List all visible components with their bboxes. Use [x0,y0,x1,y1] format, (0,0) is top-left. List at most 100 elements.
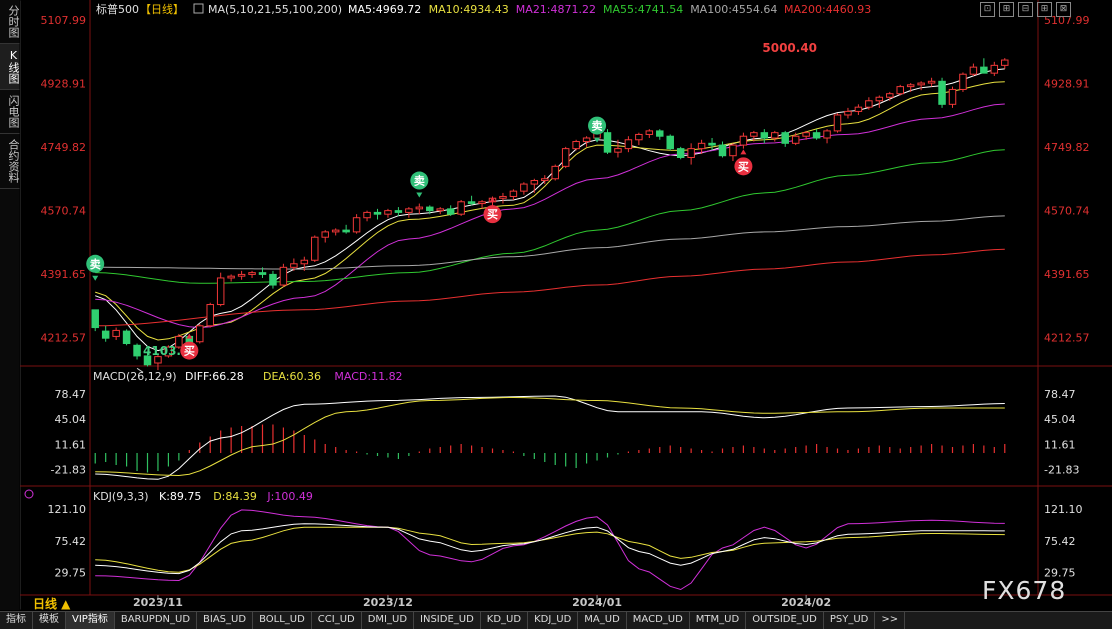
candle-body [196,325,204,343]
candle-body [520,183,528,192]
candle-body [791,135,800,144]
zoom-out-icon[interactable]: ⊟ [1018,2,1033,17]
kdj-title: KDJ(9,3,3) [93,490,149,503]
candle-body [959,73,967,90]
bottom-tab-9[interactable]: KD_UD [481,612,529,629]
candle-body [750,132,758,137]
candle-body [938,80,946,105]
bottom-tab-11[interactable]: MA_UD [578,612,627,629]
candle-body [980,66,988,74]
header-period: 【日线】 [140,2,184,16]
bottom-tab-2[interactable]: VIP指标 [66,612,115,629]
candle-body [363,211,371,219]
date-label-1: 2023/12 [363,596,413,609]
candle-body [572,141,580,150]
candle-body [624,139,633,150]
macd-title: MACD(26,12,9) [93,370,177,383]
header-ma-value-3: MA55:4741.54 [603,3,683,16]
close-icon[interactable]: ⊠ [1056,2,1071,17]
header-ma-label: MA(5,10,21,55,100,200) [208,3,342,16]
bottom-tab-0[interactable]: 指标 [0,612,33,629]
bottom-tab-6[interactable]: CCI_UD [312,612,362,629]
bottom-tab-13[interactable]: MTM_UD [690,612,747,629]
candle-body [405,208,413,213]
candle-body [865,100,873,108]
candle-body [823,130,831,139]
candle-body [154,356,162,364]
ma-line-ma55 [95,149,1005,284]
candle-body [269,273,277,286]
date-label-0: 2023/11 [133,596,183,609]
restore-icon[interactable]: ⊡ [980,2,995,17]
bottom-tab-7[interactable]: DMI_UD [362,612,415,629]
bottom-tab-3[interactable]: BARUPDN_UD [115,612,198,629]
kdj-tick-right-1: 75.42 [1044,535,1076,548]
signal-label-5: 买 [738,160,749,173]
candle-body [739,135,748,146]
bottom-tab-16[interactable]: >> [875,612,906,629]
candle-body [436,208,444,212]
indicator-tab-bar: 指标 模板 VIP指标 BARUPDN_UD BIAS_UD BOLL_UD CCI_UD D… [0,611,1112,629]
candle-body [342,229,350,233]
bottom-tab-1[interactable]: 模板 [33,612,66,629]
grid-icon[interactable]: ⊞ [999,2,1014,17]
price-tick-right-1: 4928.91 [1044,77,1090,90]
bottom-tab-10[interactable]: KDJ_UD [528,612,579,629]
left-tab-0[interactable]: 分时图 [0,0,20,44]
bottom-tab-14[interactable]: OUTSIDE_UD [746,612,824,629]
left-tab-2[interactable]: 闪电图 [0,90,20,134]
bottom-tab-4[interactable]: BIAS_UD [197,612,254,629]
candle-body [969,66,978,75]
signal-arrow [594,137,601,143]
macd-tick-right-2: 11.61 [1044,438,1076,451]
signal-sell-2 [410,171,429,190]
chart-canvas[interactable]: 标普500 【日线】 MA(5,10,21,55,100,200) MA5:4969.… [0,0,1112,610]
bottom-tab-8[interactable]: INSIDE_UD [414,612,481,629]
price-tick-left-4: 4391.65 [41,268,87,281]
header-ma-value-1: MA10:4934.43 [429,3,509,16]
candle-body [133,344,141,357]
signal-arrow [489,197,496,203]
macd-tick-left-2: 11.61 [55,438,87,451]
annotation-high: 5000.40 [762,41,817,55]
candle-body [478,201,486,205]
bottom-tab-5[interactable]: BOLL_UD [253,612,312,629]
candle-body [426,206,434,212]
timeframe-selector[interactable]: 日线 ▲ [33,597,71,611]
signal-buy-1 [180,341,199,360]
ma-line-ma100 [95,215,1005,270]
signal-label-1: 买 [184,345,195,358]
kdj-tick-left-2: 29.75 [55,566,87,579]
signal-arrow [92,275,99,281]
price-tick-right-5: 4212.57 [1044,331,1090,344]
macd-tick-right-1: 45.04 [1044,413,1076,426]
chart-frame [19,0,1112,610]
kdj-readout-0: K:89.75 [159,490,201,503]
zoom-in-icon[interactable]: ⊞ [1037,2,1052,17]
signal-sell-0 [86,254,105,273]
candle-body [760,132,769,139]
candle-body [927,80,936,84]
macd-tick-right-0: 78.47 [1044,388,1076,401]
candle-body [122,330,131,345]
kdj-tick-right-0: 121.10 [1044,503,1083,516]
candle-body [415,206,424,210]
candle-body [164,346,173,357]
candle-body [394,210,403,213]
bottom-tab-12[interactable]: MACD_UD [627,612,690,629]
candle-body [687,148,695,158]
ma-line-ma21 [95,103,1005,329]
bottom-tab-15[interactable]: PSY_UD [824,612,876,629]
annotation-pointer [136,367,144,373]
candle-body [101,330,110,339]
signal-buy-5 [734,157,753,176]
candle-body [467,201,476,205]
date-label-2: 2024/01 [572,596,622,609]
candle-body [206,304,214,327]
left-tab-1[interactable]: K线图 [0,44,20,90]
signal-label-2: 卖 [414,174,425,188]
left-tab-3[interactable]: 合约资料 [0,134,20,189]
signal-buy-3 [483,205,502,224]
candle-body [143,355,152,366]
candle-body [781,132,789,144]
